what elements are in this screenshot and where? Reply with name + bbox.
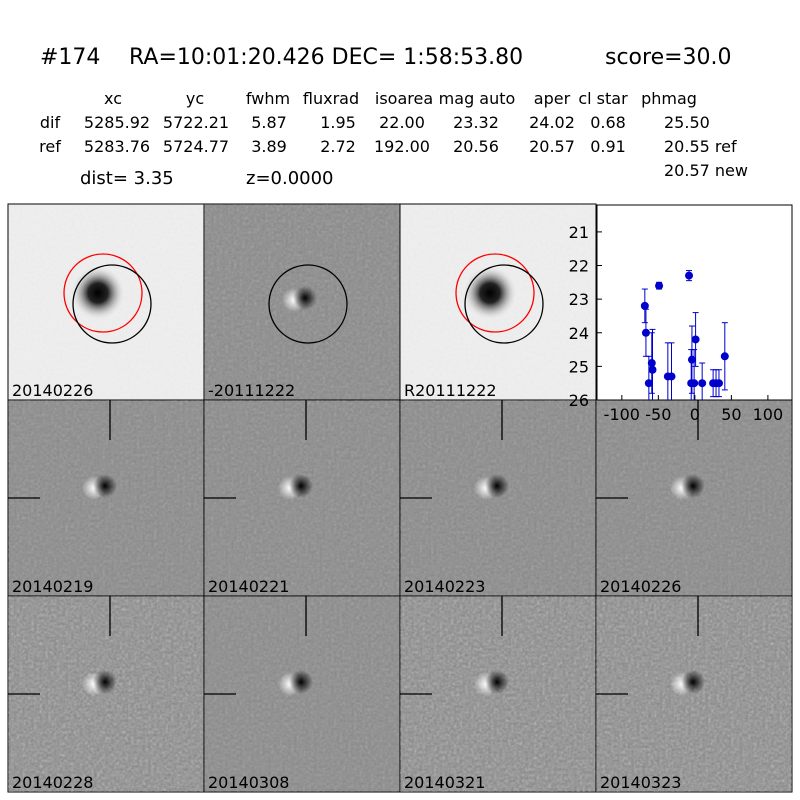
point bbox=[687, 355, 696, 364]
aperture-black bbox=[72, 264, 152, 344]
point bbox=[690, 379, 699, 388]
object-id: #174 bbox=[40, 45, 100, 70]
x-tick-label: 0 bbox=[690, 405, 700, 424]
star bbox=[70, 265, 126, 321]
image-noise bbox=[596, 596, 792, 792]
y-tick-label: 23 bbox=[569, 290, 589, 309]
cell: 5283.76 bbox=[84, 137, 150, 156]
residual-dark bbox=[289, 670, 313, 694]
x-tick-label: 50 bbox=[721, 405, 741, 424]
panel-label: 20140219 bbox=[12, 577, 93, 596]
residual-dark bbox=[93, 670, 117, 694]
column-header: phmag bbox=[641, 89, 697, 108]
panel-label: 20140321 bbox=[404, 773, 485, 792]
residual-dark bbox=[681, 474, 705, 498]
cell: 5285.92 bbox=[84, 113, 150, 132]
panel-label: 20140323 bbox=[600, 773, 681, 792]
cell: 5722.21 bbox=[163, 113, 229, 132]
cell: 20.55 ref bbox=[664, 137, 737, 156]
column-header: cl star bbox=[578, 89, 628, 108]
panel-label: R20111222 bbox=[404, 381, 497, 400]
point bbox=[698, 379, 707, 388]
point bbox=[644, 379, 653, 388]
row-label: ref bbox=[39, 137, 61, 156]
point bbox=[647, 359, 656, 368]
cell: 20.56 bbox=[453, 137, 499, 156]
residual-dark bbox=[485, 670, 509, 694]
cell: 25.50 bbox=[664, 113, 710, 132]
score: score=30.0 bbox=[605, 45, 732, 70]
panel-label: -20111222 bbox=[208, 381, 295, 400]
cell: 5724.77 bbox=[163, 137, 229, 156]
redshift: z=0.0000 bbox=[246, 168, 334, 189]
coordinates: RA=10:01:20.426 DEC= 1:58:53.80 bbox=[129, 45, 523, 70]
image-noise bbox=[8, 596, 204, 792]
image-noise bbox=[400, 400, 596, 596]
residual-dark bbox=[485, 474, 509, 498]
phmag-new: 20.57 new bbox=[664, 161, 748, 180]
column-header: fluxrad bbox=[303, 89, 359, 108]
point bbox=[714, 379, 723, 388]
point bbox=[640, 301, 649, 310]
star bbox=[462, 265, 518, 321]
column-header: xc bbox=[104, 89, 122, 108]
image-noise bbox=[8, 400, 204, 596]
y-tick-label: 21 bbox=[569, 223, 589, 242]
x-tick-label: -50 bbox=[645, 405, 671, 424]
aperture-black bbox=[268, 264, 348, 344]
panel-label: 20140223 bbox=[404, 577, 485, 596]
column-header: aper bbox=[534, 89, 571, 108]
cell: 0.91 bbox=[590, 137, 626, 156]
point bbox=[655, 281, 664, 290]
cell: 23.32 bbox=[453, 113, 499, 132]
residual-dark bbox=[93, 474, 117, 498]
point bbox=[667, 372, 676, 381]
column-header: isoarea bbox=[375, 89, 433, 108]
aperture-red bbox=[63, 253, 143, 333]
aperture-red bbox=[455, 253, 535, 333]
panel-label: 20140226 bbox=[600, 577, 681, 596]
aperture-black bbox=[464, 264, 544, 344]
residual-dark bbox=[681, 670, 705, 694]
cell: 2.72 bbox=[320, 137, 356, 156]
y-tick-label: 24 bbox=[569, 324, 589, 343]
y-tick-label: 25 bbox=[569, 357, 589, 376]
point bbox=[691, 335, 700, 344]
panel-label: 20140308 bbox=[208, 773, 289, 792]
distance: dist= 3.35 bbox=[80, 168, 174, 189]
point bbox=[685, 271, 694, 280]
panel-label: 20140221 bbox=[208, 577, 289, 596]
residual-dark bbox=[293, 286, 317, 310]
cell: 192.00 bbox=[374, 137, 430, 156]
cell: 20.57 bbox=[529, 137, 575, 156]
image-noise bbox=[204, 596, 400, 792]
cell: 0.68 bbox=[590, 113, 626, 132]
image-noise bbox=[204, 400, 400, 596]
x-tick-label: -100 bbox=[604, 405, 640, 424]
y-tick-label: 22 bbox=[569, 257, 589, 276]
cell: 24.02 bbox=[529, 113, 575, 132]
point bbox=[720, 352, 729, 361]
panel-label: 20140226 bbox=[12, 381, 93, 400]
column-header: mag auto bbox=[439, 89, 516, 108]
panel-label: 20140228 bbox=[12, 773, 93, 792]
column-header: fwhm bbox=[246, 89, 290, 108]
cell: 1.95 bbox=[320, 113, 356, 132]
point bbox=[641, 328, 650, 337]
cell: 3.89 bbox=[251, 137, 287, 156]
image-noise bbox=[596, 400, 792, 596]
column-header: yc bbox=[186, 89, 204, 108]
point bbox=[648, 365, 657, 374]
plot-data bbox=[640, 270, 729, 400]
x-tick-label: 100 bbox=[753, 405, 784, 424]
y-tick-label: 26 bbox=[569, 391, 589, 410]
image-noise bbox=[400, 596, 596, 792]
cell: 5.87 bbox=[251, 113, 287, 132]
cell: 22.00 bbox=[379, 113, 425, 132]
row-label: dif bbox=[40, 113, 61, 132]
residual-dark bbox=[289, 474, 313, 498]
